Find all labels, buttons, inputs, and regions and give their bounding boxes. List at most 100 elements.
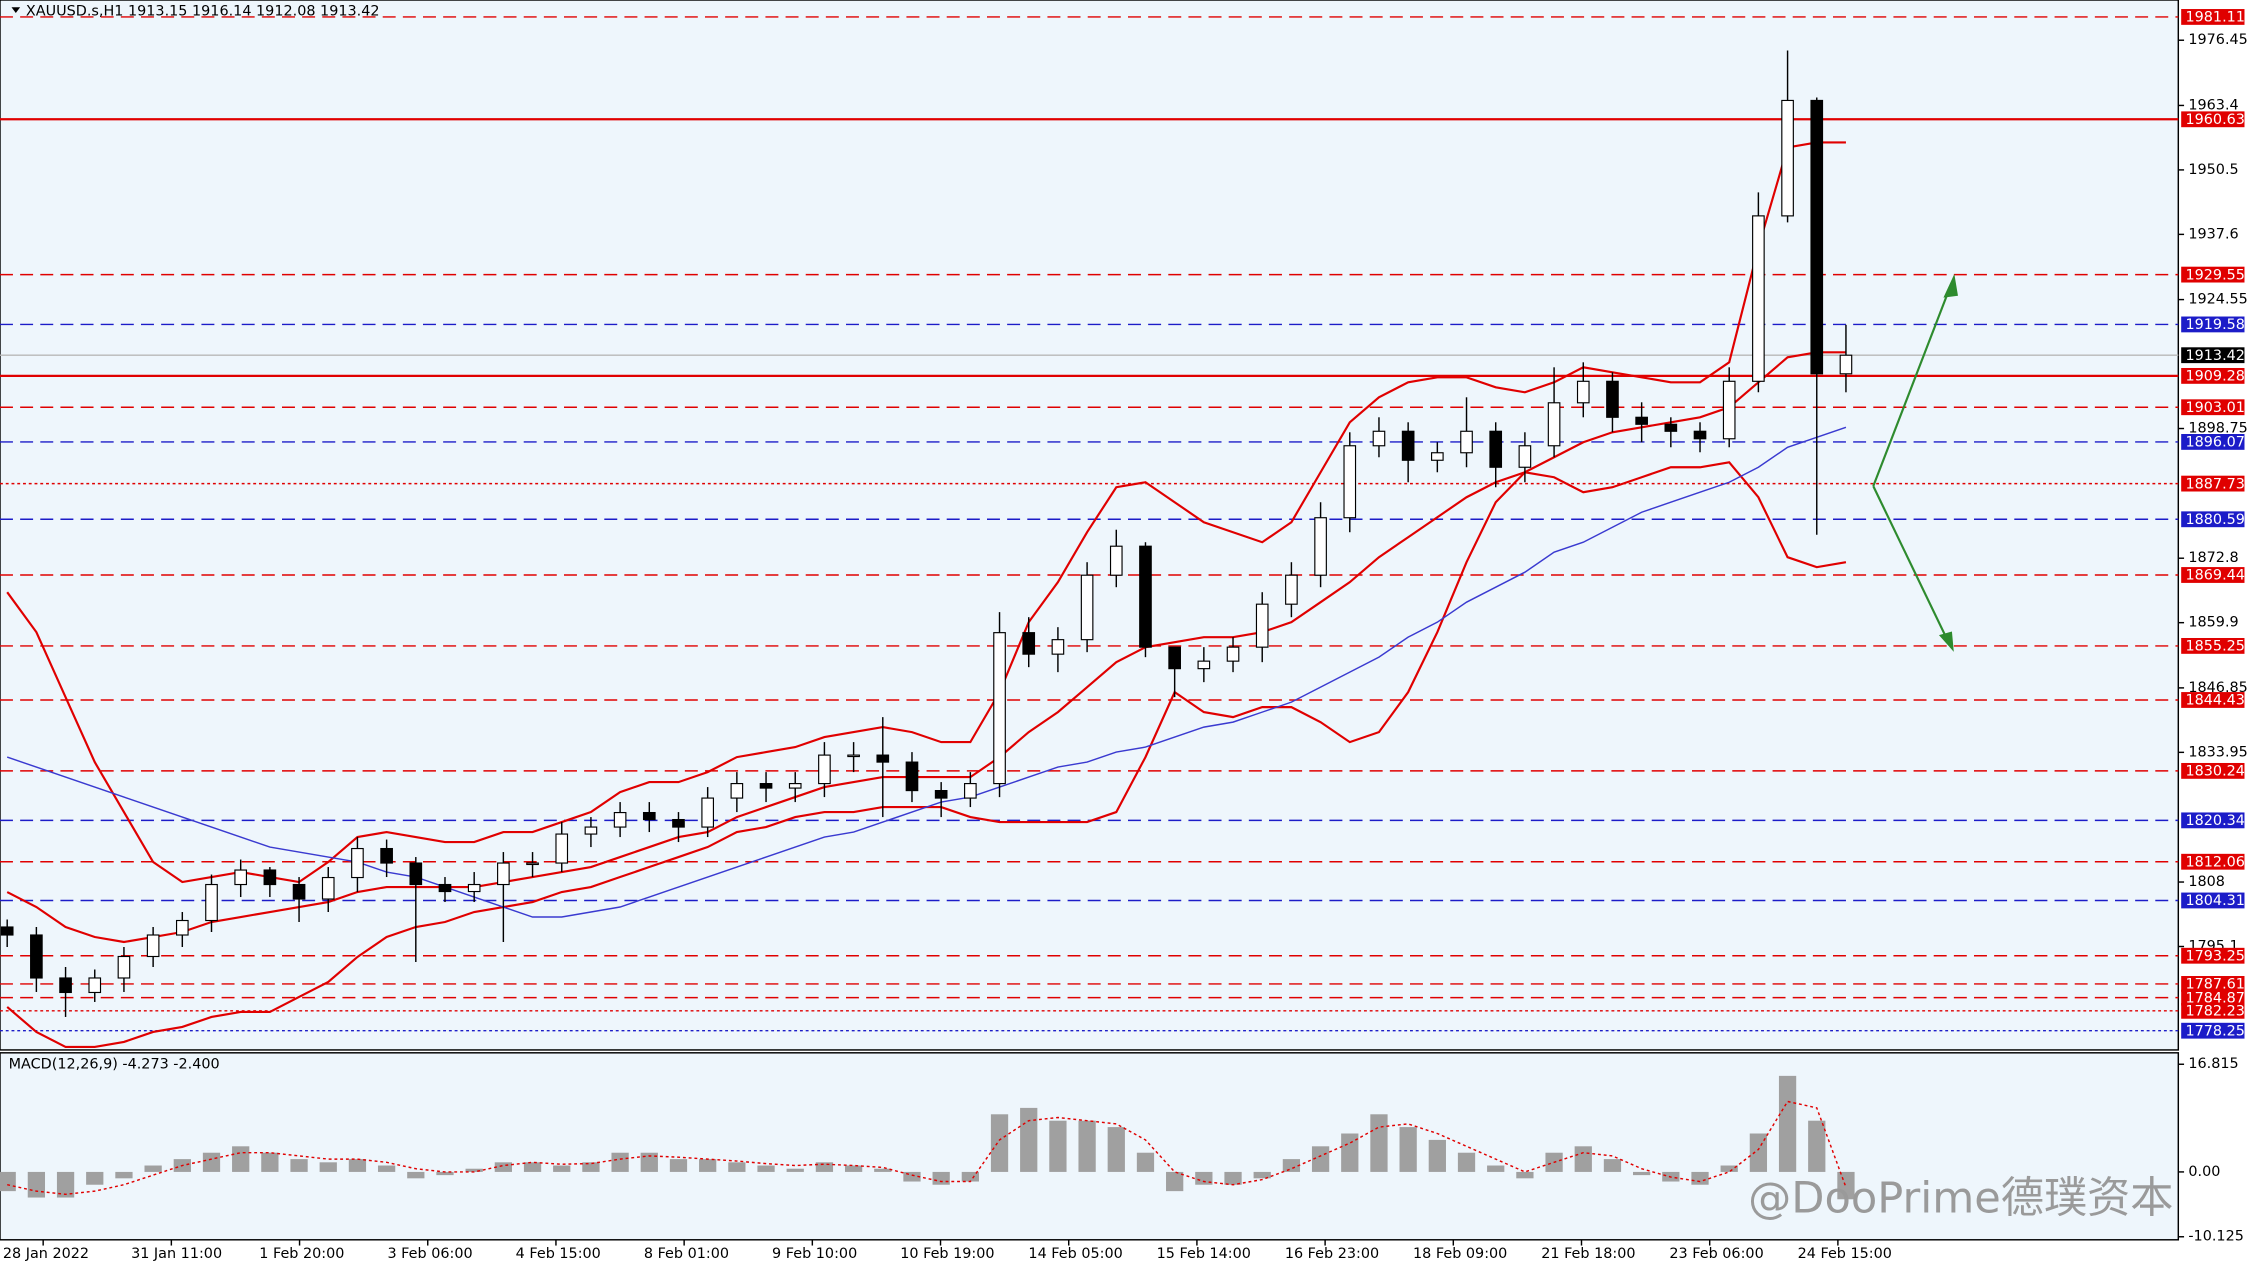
x-tick-label: 21 Feb 18:00 bbox=[1541, 1246, 1635, 1262]
candle-body bbox=[1722, 380, 1736, 440]
y-tick-label: 0.00 bbox=[2188, 1164, 2220, 1180]
macd-bar bbox=[1633, 1171, 1651, 1176]
level-label-box bbox=[2181, 316, 2245, 333]
level-label-box bbox=[2181, 434, 2245, 450]
candle-body bbox=[759, 783, 773, 789]
macd-bar bbox=[1749, 1133, 1768, 1172]
macd-bar bbox=[611, 1152, 629, 1172]
macd-bar bbox=[1428, 1139, 1446, 1172]
candle-body bbox=[292, 883, 306, 900]
level-label: 1782.23 bbox=[2186, 1004, 2245, 1020]
macd-bar bbox=[232, 1146, 250, 1172]
level-label: 1903.01 bbox=[2186, 400, 2245, 416]
macd-bar bbox=[1399, 1127, 1417, 1172]
candle-body bbox=[642, 811, 656, 821]
candle-body bbox=[88, 977, 102, 994]
candle-body bbox=[964, 783, 977, 799]
candle-body bbox=[730, 783, 744, 799]
level-label-box bbox=[2181, 892, 2245, 909]
candle-body bbox=[1781, 99, 1794, 217]
macd-bar bbox=[202, 1152, 221, 1172]
level-label-box bbox=[2181, 976, 2245, 992]
macd-bar bbox=[1282, 1159, 1301, 1172]
y-tick-label: -10.125 bbox=[2188, 1229, 2244, 1245]
candle-body bbox=[1372, 430, 1386, 447]
macd-bar bbox=[1195, 1171, 1213, 1185]
chart-title: XAUUSD.s,H1 1913.15 1916.14 1912.08 1913… bbox=[26, 4, 380, 20]
macd-bar bbox=[1457, 1152, 1476, 1172]
candle-body bbox=[1606, 380, 1619, 418]
macd-bar bbox=[1311, 1146, 1330, 1172]
level-label: 1887.73 bbox=[2186, 476, 2245, 492]
candle-body bbox=[934, 790, 948, 799]
macd-bar bbox=[261, 1152, 279, 1172]
y-tick-label: 16.815 bbox=[2188, 1056, 2238, 1072]
y-tick-label: 1846.85 bbox=[2188, 680, 2247, 696]
candle-body bbox=[380, 847, 393, 864]
candle-body bbox=[1547, 402, 1561, 447]
candle-body bbox=[1022, 632, 1036, 655]
arrow-head bbox=[1943, 273, 1958, 298]
candle-body bbox=[1460, 430, 1473, 454]
watermark: @DooPrime德璞资本 bbox=[1748, 1173, 2173, 1223]
bollinger-band bbox=[6, 351, 1846, 944]
macd-bar bbox=[874, 1168, 892, 1172]
y-tick-label: 1859.9 bbox=[2188, 615, 2238, 631]
level-label: 1784.87 bbox=[2186, 990, 2245, 1006]
macd-bar bbox=[407, 1171, 425, 1179]
level-label: 1830.24 bbox=[2186, 764, 2245, 780]
macd-bar bbox=[1253, 1171, 1271, 1179]
level-label: 1778.25 bbox=[2186, 1023, 2245, 1039]
candle-body bbox=[526, 862, 539, 866]
macd-bar bbox=[1107, 1127, 1125, 1172]
macd-bar bbox=[669, 1159, 688, 1172]
arrow-down bbox=[1872, 485, 1950, 642]
candle-body bbox=[672, 818, 685, 828]
macd-bar bbox=[1516, 1171, 1534, 1179]
menu-arrow bbox=[11, 7, 21, 13]
macd-bar bbox=[1487, 1165, 1505, 1172]
level-label-box bbox=[2181, 511, 2245, 528]
macd-bar bbox=[144, 1165, 162, 1172]
level-label-box bbox=[2181, 853, 2245, 870]
level-label-box bbox=[2181, 1022, 2245, 1039]
candle-body bbox=[1285, 574, 1298, 605]
level-label-box bbox=[2181, 812, 2245, 829]
level-label: 1913.42 bbox=[2186, 348, 2245, 364]
candle-body bbox=[59, 977, 72, 994]
y-tick-label: 1808 bbox=[2188, 874, 2225, 890]
level-label: 1919.58 bbox=[2186, 317, 2245, 333]
candle-body bbox=[1197, 660, 1211, 670]
level-label: 1929.55 bbox=[2186, 267, 2245, 283]
candle-body bbox=[1839, 354, 1853, 375]
level-label-box bbox=[2181, 762, 2245, 779]
macd-bar bbox=[932, 1171, 950, 1185]
macd-bar bbox=[699, 1159, 717, 1172]
x-tick-label: 31 Jan 11:00 bbox=[131, 1246, 222, 1262]
candle-body bbox=[1139, 545, 1152, 648]
x-tick-label: 24 Feb 15:00 bbox=[1798, 1246, 1892, 1262]
x-tick-label: 23 Feb 06:00 bbox=[1669, 1246, 1763, 1262]
x-tick-label: 16 Feb 23:00 bbox=[1285, 1246, 1379, 1262]
y-tick-label: 1924.55 bbox=[2188, 292, 2247, 308]
macd-bar bbox=[1691, 1171, 1709, 1185]
macd-bar bbox=[844, 1165, 863, 1172]
candle-body bbox=[30, 934, 43, 979]
macd-bar bbox=[0, 1171, 16, 1192]
level-label-box bbox=[2181, 475, 2245, 492]
level-label: 1896.07 bbox=[2186, 435, 2245, 451]
macd-bar bbox=[961, 1171, 979, 1182]
candle-body bbox=[1576, 380, 1590, 404]
macd-bar bbox=[1778, 1075, 1797, 1172]
macd-bar bbox=[990, 1114, 1009, 1172]
level-label: 1880.59 bbox=[2186, 512, 2245, 528]
macd-bar bbox=[1370, 1114, 1388, 1172]
y-tick-label: 1963.4 bbox=[2188, 97, 2238, 113]
level-label-box bbox=[2181, 266, 2245, 283]
macd-bar bbox=[377, 1165, 396, 1172]
bollinger-band bbox=[6, 141, 1846, 884]
level-label: 1981.11 bbox=[2186, 10, 2245, 26]
y-tick-label: 1976.45 bbox=[2188, 32, 2247, 48]
candle-body bbox=[1314, 517, 1327, 576]
candle-body bbox=[1693, 430, 1707, 440]
